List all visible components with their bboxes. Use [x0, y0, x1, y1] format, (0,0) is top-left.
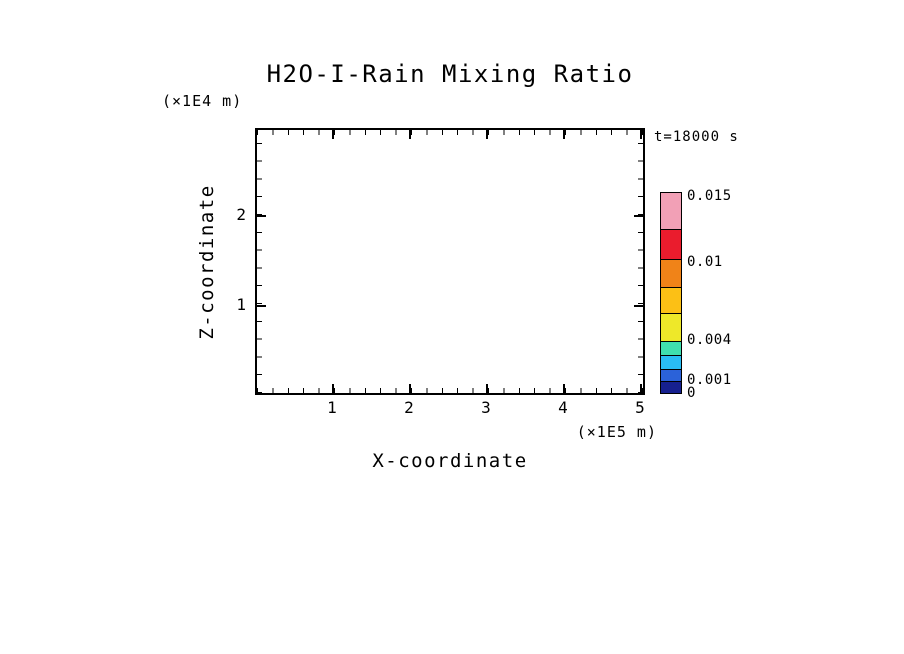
x-major-tick [563, 384, 565, 393]
x-axis-unit-label: (×1E5 m) [576, 423, 657, 441]
x-major-tick [332, 130, 334, 139]
y-axis-minor-ticks-right [638, 130, 643, 393]
x-major-tick [563, 130, 565, 139]
x-major-tick [332, 384, 334, 393]
x-major-tick [640, 384, 642, 393]
y-axis-title: Z-coordinate [196, 184, 218, 340]
colorbar-segments [661, 193, 681, 393]
colorbar-segment-red [661, 229, 681, 259]
x-tick-label: 2 [404, 398, 414, 417]
y-tick-label: 1 [236, 295, 246, 314]
x-axis-minor-ticks-bottom [257, 388, 643, 393]
y-major-tick [634, 215, 643, 217]
colorbar-segment-yellow [661, 313, 681, 341]
colorbar-segment-navy [661, 381, 681, 393]
colorbar-segment-amber [661, 287, 681, 313]
x-major-tick [486, 130, 488, 139]
x-major-tick [409, 130, 411, 139]
colorbar [660, 192, 682, 394]
colorbar-label: 0 [687, 385, 696, 401]
y-axis-unit-label: (×1E4 m) [162, 92, 243, 110]
plot-area [255, 128, 645, 395]
x-major-tick [486, 384, 488, 393]
colorbar-segment-green [661, 341, 681, 355]
x-axis-title: X-coordinate [372, 450, 528, 472]
y-major-tick [257, 305, 266, 307]
colorbar-label: 0.004 [687, 332, 732, 348]
x-tick-label: 5 [635, 398, 645, 417]
colorbar-segment-cyan [661, 355, 681, 369]
time-annotation: t=18000 s [654, 129, 739, 145]
colorbar-label: 0.001 [687, 372, 732, 388]
x-tick-label: 1 [327, 398, 337, 417]
y-major-tick [634, 305, 643, 307]
colorbar-segment-orange [661, 259, 681, 287]
chart-title: H2O-I-Rain Mixing Ratio [266, 60, 634, 88]
y-tick-label: 2 [236, 205, 246, 224]
colorbar-label: 0.01 [687, 254, 723, 270]
x-tick-label: 3 [481, 398, 491, 417]
x-tick-label: 4 [558, 398, 568, 417]
colorbar-label: 0.015 [687, 188, 732, 204]
colorbar-segment-blue [661, 369, 681, 381]
x-axis-minor-ticks-top [257, 130, 643, 135]
y-axis-minor-ticks-left [257, 130, 262, 393]
colorbar-segment-pink [661, 193, 681, 229]
x-major-tick [640, 130, 642, 139]
x-major-tick [409, 384, 411, 393]
y-major-tick [257, 215, 266, 217]
